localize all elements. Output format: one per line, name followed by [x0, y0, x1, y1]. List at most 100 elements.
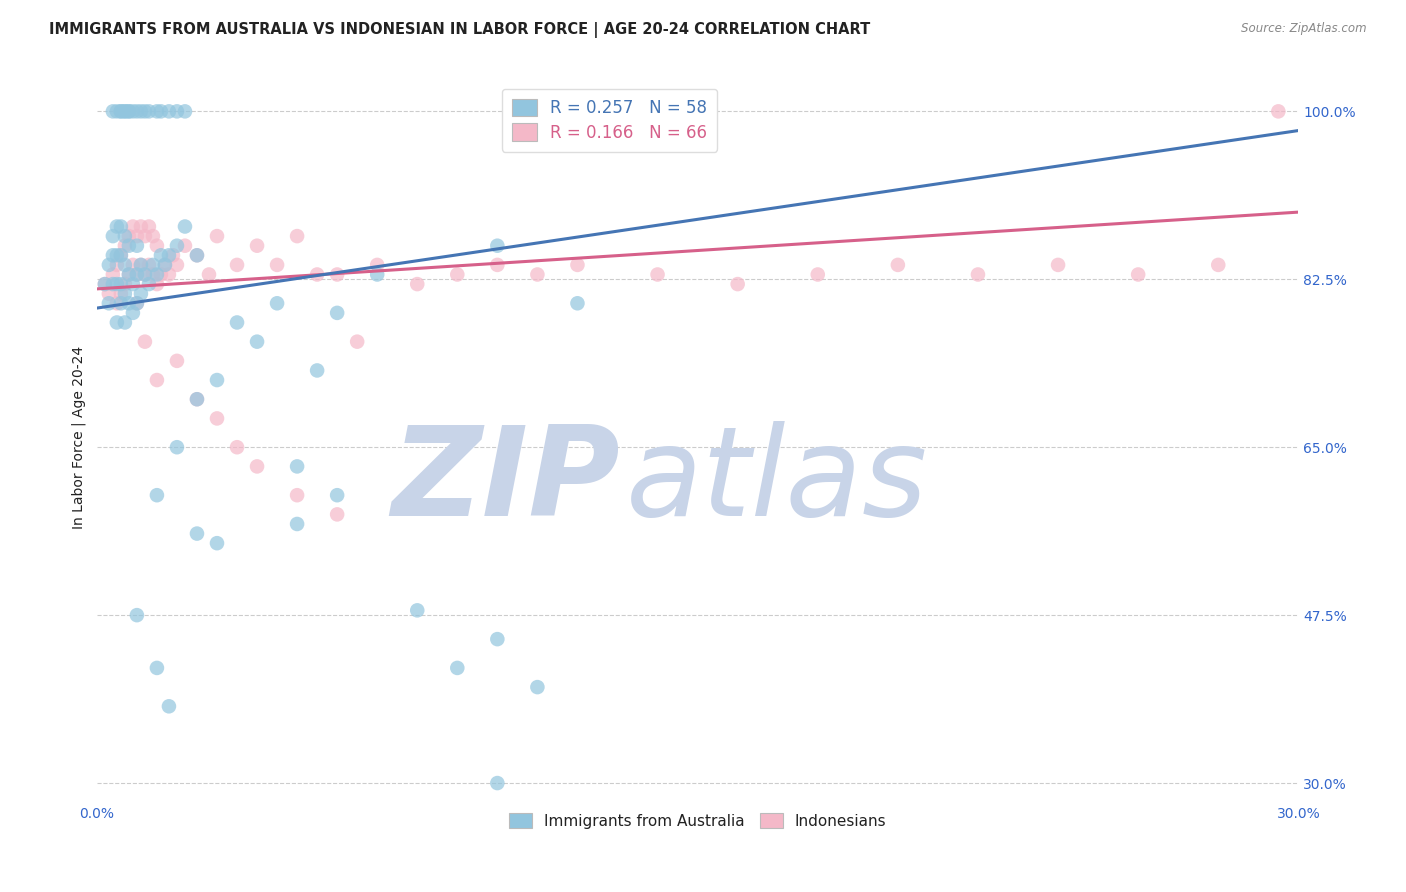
Point — [146, 488, 169, 502]
Point — [149, 248, 172, 262]
Point — [118, 268, 141, 282]
Point — [307, 268, 329, 282]
Point — [129, 258, 152, 272]
Point — [134, 229, 156, 244]
Point — [125, 268, 148, 282]
Point — [567, 258, 589, 272]
Point — [146, 661, 169, 675]
Point — [129, 286, 152, 301]
Point — [118, 229, 141, 244]
Point — [114, 229, 136, 244]
Point — [110, 104, 132, 119]
Point — [1047, 258, 1070, 272]
Point — [105, 296, 128, 310]
Point — [307, 363, 329, 377]
Point — [110, 277, 132, 291]
Point — [101, 277, 124, 291]
Point — [346, 334, 368, 349]
Point — [110, 219, 132, 234]
Point — [186, 526, 208, 541]
Point — [125, 296, 148, 310]
Point — [486, 632, 509, 647]
Text: atlas: atlas — [626, 421, 928, 541]
Point — [205, 536, 228, 550]
Point — [205, 229, 228, 244]
Point — [110, 248, 132, 262]
Point — [1206, 258, 1229, 272]
Point — [129, 258, 152, 272]
Point — [134, 268, 156, 282]
Point — [118, 104, 141, 119]
Point — [486, 776, 509, 790]
Point — [157, 268, 180, 282]
Point — [125, 229, 148, 244]
Point — [446, 661, 468, 675]
Point — [647, 268, 669, 282]
Point — [110, 248, 132, 262]
Point — [105, 316, 128, 330]
Point — [186, 392, 208, 407]
Point — [727, 277, 749, 291]
Point — [118, 268, 141, 282]
Point — [266, 258, 288, 272]
Point — [166, 238, 188, 252]
Point — [226, 316, 249, 330]
Point — [486, 258, 509, 272]
Y-axis label: In Labor Force | Age 20-24: In Labor Force | Age 20-24 — [72, 346, 86, 529]
Point — [326, 488, 349, 502]
Point — [114, 238, 136, 252]
Point — [134, 334, 156, 349]
Point — [129, 104, 152, 119]
Point — [186, 248, 208, 262]
Point — [142, 268, 165, 282]
Point — [101, 268, 124, 282]
Point — [246, 459, 269, 474]
Point — [122, 306, 145, 320]
Point — [134, 104, 156, 119]
Point — [125, 608, 148, 623]
Point — [146, 277, 169, 291]
Point — [567, 296, 589, 310]
Point — [406, 277, 429, 291]
Point — [138, 104, 160, 119]
Point — [105, 248, 128, 262]
Point — [114, 316, 136, 330]
Point — [114, 258, 136, 272]
Point — [94, 277, 117, 291]
Point — [406, 603, 429, 617]
Legend: Immigrants from Australia, Indonesians: Immigrants from Australia, Indonesians — [502, 806, 893, 835]
Point — [285, 488, 308, 502]
Point — [174, 219, 197, 234]
Point — [166, 104, 188, 119]
Point — [807, 268, 830, 282]
Point — [101, 229, 124, 244]
Point — [105, 277, 128, 291]
Point — [246, 238, 269, 252]
Point — [94, 277, 117, 291]
Point — [97, 286, 120, 301]
Point — [142, 258, 165, 272]
Point — [266, 296, 288, 310]
Point — [366, 258, 388, 272]
Text: ZIP: ZIP — [391, 421, 620, 541]
Point — [129, 219, 152, 234]
Point — [162, 248, 184, 262]
Point — [105, 258, 128, 272]
Point — [110, 104, 132, 119]
Point — [149, 268, 172, 282]
Point — [122, 219, 145, 234]
Point — [138, 258, 160, 272]
Point — [326, 508, 349, 522]
Point — [166, 440, 188, 454]
Point — [285, 459, 308, 474]
Point — [97, 258, 120, 272]
Point — [366, 268, 388, 282]
Point — [125, 296, 148, 310]
Point — [526, 680, 548, 694]
Point — [118, 104, 141, 119]
Point — [174, 104, 197, 119]
Point — [134, 268, 156, 282]
Point — [157, 248, 180, 262]
Point — [125, 238, 148, 252]
Point — [153, 258, 176, 272]
